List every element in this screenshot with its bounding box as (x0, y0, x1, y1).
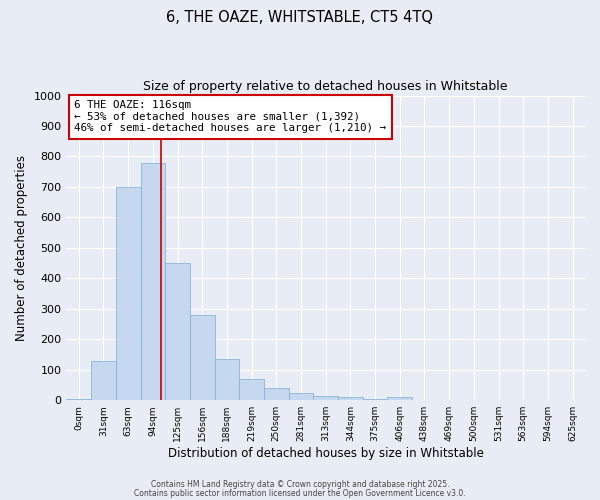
Bar (116, 187, 140, 400)
Bar (190, 315, 215, 400)
Bar (215, 359, 239, 400)
Bar (338, 397, 363, 400)
Bar (264, 388, 289, 400)
Bar (165, 263, 190, 400)
Y-axis label: Number of detached properties: Number of detached properties (15, 155, 28, 341)
Bar (363, 398, 388, 400)
Title: Size of property relative to detached houses in Whitstable: Size of property relative to detached ho… (143, 80, 508, 93)
Text: Contains public sector information licensed under the Open Government Licence v3: Contains public sector information licen… (134, 488, 466, 498)
Bar (67, 398, 91, 400)
Text: 6, THE OAZE, WHITSTABLE, CT5 4TQ: 6, THE OAZE, WHITSTABLE, CT5 4TQ (167, 10, 433, 25)
Bar (239, 379, 264, 400)
Bar (140, 162, 165, 400)
Bar (91, 360, 116, 400)
Bar (388, 397, 412, 400)
Text: Contains HM Land Registry data © Crown copyright and database right 2025.: Contains HM Land Registry data © Crown c… (151, 480, 449, 489)
X-axis label: Distribution of detached houses by size in Whitstable: Distribution of detached houses by size … (168, 447, 484, 460)
Bar (289, 392, 313, 400)
Text: 6 THE OAZE: 116sqm
← 53% of detached houses are smaller (1,392)
46% of semi-deta: 6 THE OAZE: 116sqm ← 53% of detached hou… (74, 100, 386, 134)
Bar (313, 396, 338, 400)
